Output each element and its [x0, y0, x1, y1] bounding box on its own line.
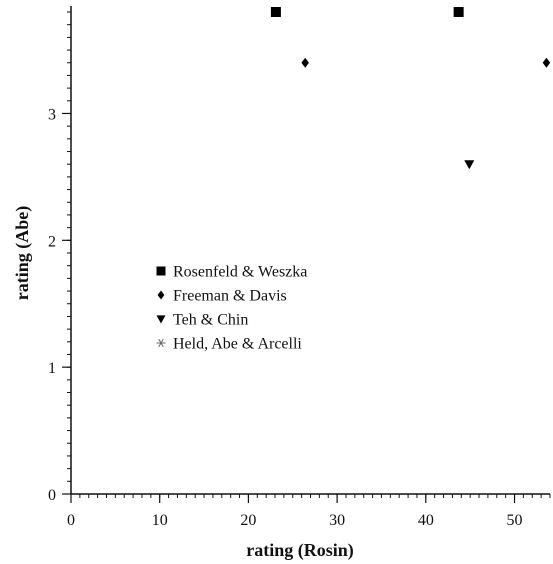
- x-tick-label: 30: [329, 512, 345, 529]
- x-tick-label: 10: [152, 512, 168, 529]
- legend-marker-diamond: [157, 290, 165, 300]
- legend: Rosenfeld & Weszka Freeman & Davis Teh & C…: [156, 264, 307, 353]
- data-point-diamond: [301, 57, 309, 68]
- y-tick-label: 2: [48, 233, 56, 250]
- data-point-square: [453, 7, 464, 17]
- legend-marker-square: [156, 266, 166, 276]
- tick-labels: 0 10 20 30 40 50 0 1 2 3: [48, 106, 523, 529]
- y-tick-label: 3: [48, 106, 56, 123]
- data-point-square: [270, 7, 281, 17]
- y-tick-label: 0: [48, 487, 56, 504]
- axis-ticks: [62, 11, 551, 503]
- x-axis-title: rating (Rosin): [246, 540, 354, 561]
- legend-marker-star: [156, 338, 166, 348]
- x-tick-label: 0: [67, 512, 75, 529]
- legend-label: Freeman & Davis: [173, 288, 287, 305]
- legend-label: Held, Abe & Arcelli: [173, 336, 302, 353]
- legend-marker-star-stroke: [158, 338, 164, 348]
- data-points: [270, 7, 551, 170]
- y-tick-label: 1: [48, 360, 56, 377]
- y-axis-title: rating (Abe): [12, 206, 33, 300]
- x-tick-label: 40: [418, 512, 434, 529]
- legend-label: Rosenfeld & Weszka: [173, 264, 307, 281]
- data-point-triangle-down: [464, 160, 475, 170]
- data-point-diamond: [542, 57, 551, 68]
- legend-marker-triangle-down: [156, 315, 166, 324]
- x-tick-label: 20: [240, 512, 256, 529]
- legend-label: Teh & Chin: [173, 312, 248, 329]
- x-tick-label: 50: [507, 512, 523, 529]
